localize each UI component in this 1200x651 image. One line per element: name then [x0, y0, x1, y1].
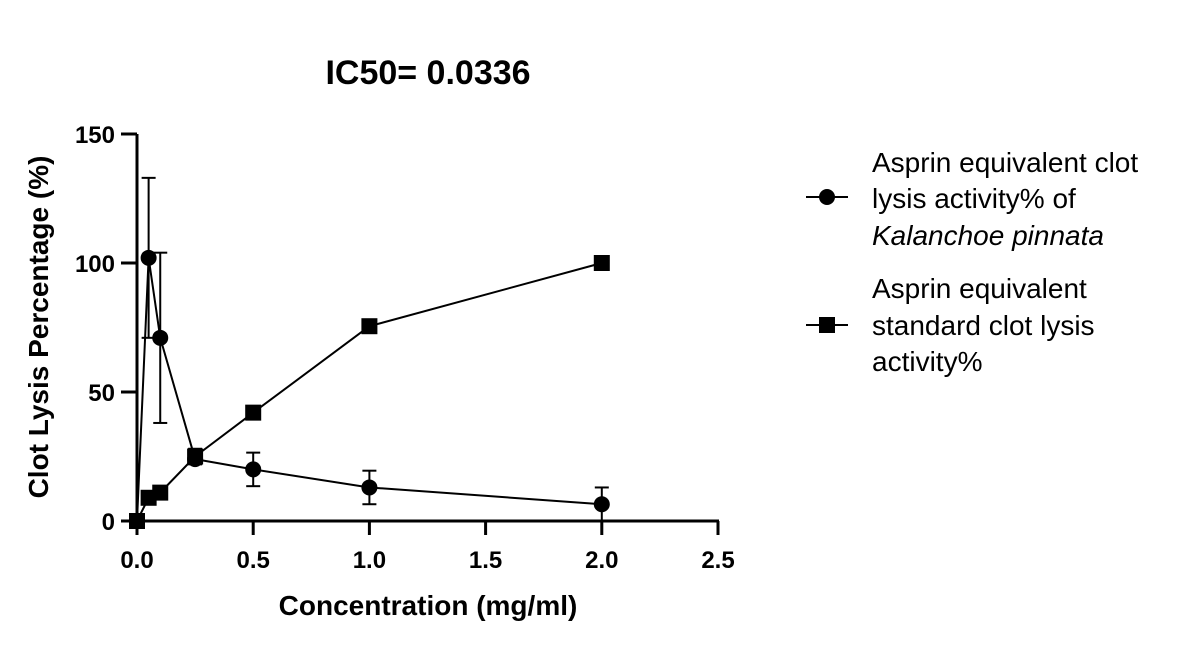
data-point	[593, 255, 610, 271]
legend-label: Asprin equivalent clot	[872, 147, 1138, 178]
series-2	[129, 255, 610, 529]
data-point	[140, 249, 157, 266]
legend-marker	[819, 189, 835, 205]
x-tick-label: 2.5	[701, 547, 734, 574]
legend-marker	[819, 317, 835, 333]
x-tick-label: 1.0	[353, 547, 386, 574]
y-tick-label: 50	[88, 380, 115, 407]
legend-label: Kalanchoe pinnata	[872, 220, 1104, 251]
legend: Asprin equivalent clot lysis activity% of…	[806, 147, 1138, 377]
series-layer	[129, 176, 610, 529]
data-point	[245, 461, 262, 478]
chart-title: IC50= 0.0336	[325, 54, 530, 92]
x-tick-label: 1.5	[469, 547, 502, 574]
series-1	[129, 176, 610, 529]
legend-item-1: Asprin equivalent clot lysis activity% of…	[806, 147, 1138, 251]
data-point	[129, 513, 145, 529]
x-tick-label: 2.0	[585, 547, 618, 574]
legend-label: activity%	[872, 346, 982, 377]
axes: 0 50 100 150 0.0 0.5 1.0 1.5 2.0 2.5	[75, 122, 735, 574]
x-axis-label: Concentration (mg/ml)	[279, 590, 578, 621]
legend-item-2: Asprin equivalent standard clot lysis acti…	[806, 273, 1095, 377]
legend-label: standard clot lysis	[872, 310, 1095, 341]
legend-label: lysis activity% of	[872, 183, 1076, 214]
y-tick-label: 100	[75, 251, 115, 278]
data-point	[187, 448, 204, 465]
y-axis-label: Clot Lysis Percentage (%)	[23, 156, 54, 499]
x-tick-label: 0.5	[237, 547, 270, 574]
data-point	[361, 479, 378, 496]
data-point	[593, 496, 610, 513]
data-point	[152, 329, 169, 346]
data-point	[152, 484, 169, 501]
legend-label: Asprin equivalent	[872, 273, 1087, 304]
x-tick-label: 0.0	[120, 547, 153, 574]
data-point	[361, 318, 378, 335]
y-tick-label: 150	[75, 122, 115, 149]
y-tick-label: 0	[102, 509, 115, 536]
data-point	[245, 404, 262, 421]
